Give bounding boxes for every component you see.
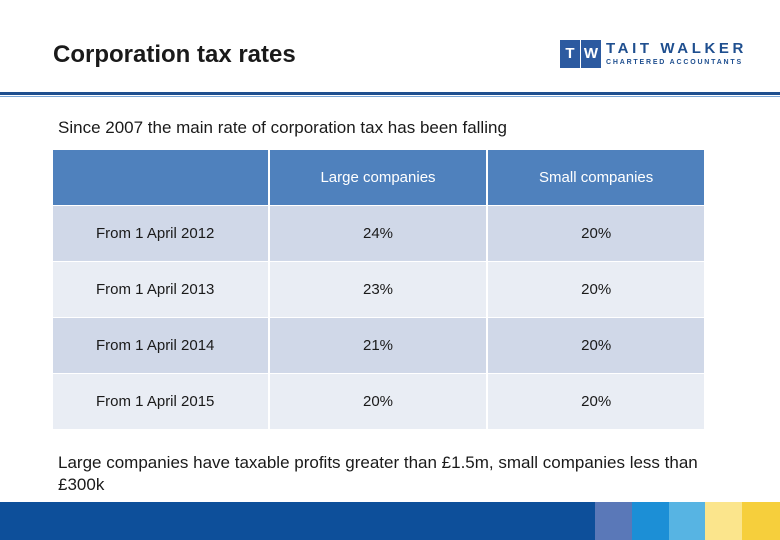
row-small-rate: 20% bbox=[487, 317, 704, 374]
page-title: Corporation tax rates bbox=[53, 41, 296, 68]
header-divider bbox=[0, 92, 780, 95]
logo-mark-w: W bbox=[581, 40, 601, 68]
footer-color-bar bbox=[0, 502, 780, 540]
tax-rates-table: Large companies Small companies From 1 A… bbox=[53, 150, 704, 429]
row-small-rate: 20% bbox=[487, 261, 704, 318]
row-small-rate: 20% bbox=[487, 205, 704, 262]
header-divider-thin bbox=[0, 96, 780, 97]
footer-segment bbox=[595, 502, 632, 540]
table-header-period bbox=[53, 150, 270, 206]
table-row: From 1 April 2013 23% 20% bbox=[53, 261, 704, 318]
footer-segment bbox=[0, 502, 595, 540]
logo-mark-t: T bbox=[560, 40, 580, 68]
row-large-rate: 20% bbox=[268, 373, 489, 429]
table-header-large: Large companies bbox=[268, 150, 489, 206]
row-period: From 1 April 2013 bbox=[53, 261, 270, 318]
footer-segment bbox=[669, 502, 705, 540]
logo-tagline: CHARTERED ACCOUNTANTS bbox=[606, 59, 743, 66]
table-row: From 1 April 2015 20% 20% bbox=[53, 373, 704, 429]
table-header-small: Small companies bbox=[487, 150, 704, 206]
row-period: From 1 April 2014 bbox=[53, 317, 270, 374]
company-logo: T W TAIT WALKER CHARTERED ACCOUNTANTS bbox=[560, 40, 760, 70]
row-small-rate: 20% bbox=[487, 373, 704, 429]
footer-segment bbox=[705, 502, 742, 540]
row-period: From 1 April 2015 bbox=[53, 373, 270, 429]
row-period: From 1 April 2012 bbox=[53, 205, 270, 262]
table-header-row: Large companies Small companies bbox=[53, 150, 704, 206]
table-row: From 1 April 2012 24% 20% bbox=[53, 205, 704, 262]
footer-segment bbox=[742, 502, 780, 540]
logo-name: TAIT WALKER bbox=[606, 40, 747, 57]
intro-text: Since 2007 the main rate of corporation … bbox=[58, 118, 507, 137]
footnote-text: Large companies have taxable profits gre… bbox=[58, 453, 698, 494]
table-row: From 1 April 2014 21% 20% bbox=[53, 317, 704, 374]
row-large-rate: 21% bbox=[268, 317, 489, 374]
footer-segment bbox=[632, 502, 669, 540]
row-large-rate: 24% bbox=[268, 205, 489, 262]
row-large-rate: 23% bbox=[268, 261, 489, 318]
